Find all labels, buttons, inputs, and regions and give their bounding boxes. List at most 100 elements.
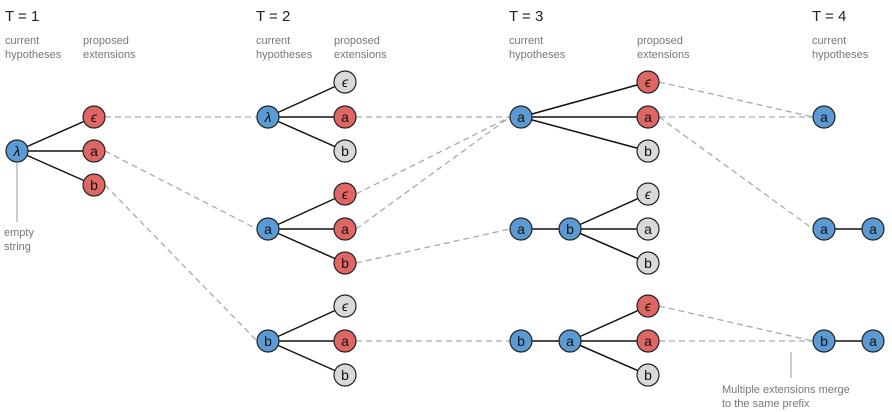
node-selected: ϵ — [636, 70, 660, 94]
step-title-t1: T = 1 — [5, 8, 40, 25]
dashed-link — [658, 305, 814, 342]
annotation-lines — [16, 163, 792, 378]
node-symbol: λ — [264, 109, 272, 125]
tree-edge — [520, 81, 649, 118]
node-symbol: a — [264, 221, 272, 237]
node-symbol: b — [264, 333, 272, 349]
node-symbol: b — [566, 221, 574, 237]
node-circle — [333, 139, 357, 163]
node-circle — [333, 363, 357, 387]
node-hypothesis: b — [558, 217, 582, 241]
node-symbol: ϵ — [645, 186, 652, 202]
node-circle — [558, 217, 582, 241]
node-circle — [812, 329, 836, 353]
node-symbol: b — [341, 367, 349, 383]
node-rejected: a — [636, 217, 660, 241]
node-symbol: b — [341, 255, 349, 271]
node-circle — [509, 105, 533, 129]
node-symbol: a — [341, 333, 349, 349]
node-hypothesis: λ — [256, 105, 280, 129]
dashed-link — [355, 116, 511, 230]
current-hypotheses-label-t4: current hypotheses — [812, 35, 869, 61]
node-circle — [5, 139, 29, 163]
node-selected: b — [82, 173, 106, 197]
tree-edge — [520, 116, 649, 152]
proposed-extensions-label-t2: proposed extensions — [334, 35, 387, 61]
node-circle — [333, 294, 357, 318]
node-symbol: a — [517, 221, 525, 237]
node-selected: ϵ — [82, 105, 106, 129]
node-circle — [636, 105, 660, 129]
node-circle — [558, 329, 582, 353]
node-hypothesis: a — [509, 105, 533, 129]
node-circle — [861, 217, 885, 241]
node-symbol: a — [517, 109, 525, 125]
node-selected: a — [333, 217, 357, 241]
node-circle — [861, 329, 885, 353]
tree-edge — [267, 228, 346, 264]
node-symbol: b — [644, 255, 652, 271]
current-hypotheses-label-t2: current hypotheses — [256, 35, 313, 61]
proposed-extensions-label-t1: proposed extensions — [83, 35, 136, 61]
dashed-link — [355, 228, 511, 264]
tree-edges — [16, 81, 873, 376]
node-hypothesis: a — [861, 217, 885, 241]
node-rejected: b — [636, 139, 660, 163]
step-title-t4: T = 4 — [812, 8, 847, 25]
node-symbol: b — [90, 177, 98, 193]
node-selected: a — [636, 105, 660, 129]
node-symbol: ϵ — [342, 74, 349, 90]
tree-edge — [267, 340, 346, 376]
node-circle — [636, 70, 660, 94]
proposed-extensions-label-t3: proposed extensions — [637, 35, 690, 61]
node-symbol: ϵ — [342, 186, 349, 202]
empty-string-note: empty string — [4, 227, 34, 253]
node-circle — [256, 217, 280, 241]
node-selected: ϵ — [636, 294, 660, 318]
node-symbol: ϵ — [342, 298, 349, 314]
node-hypothesis: b — [812, 329, 836, 353]
node-symbol: a — [341, 221, 349, 237]
tree-edge — [569, 193, 649, 230]
node-hypothesis: a — [256, 217, 280, 241]
node-symbol: a — [820, 221, 828, 237]
tree-edge — [267, 193, 346, 230]
node-circle — [812, 105, 836, 129]
tree-edge — [267, 81, 346, 118]
node-symbol: a — [644, 221, 652, 237]
node-rejected: ϵ — [636, 182, 660, 206]
node-rejected: b — [636, 251, 660, 275]
node-symbol: ϵ — [91, 109, 98, 125]
node-circle — [509, 217, 533, 241]
node-symbol: b — [644, 143, 652, 159]
tree-nodes: λ ϵ a b λ ϵ a b a ϵ a b b ϵ a b a ϵ a b a b ϵ a b b a ϵ a b a a a b a — [5, 70, 885, 387]
node-circle — [333, 105, 357, 129]
current-hypotheses-label-t3: current hypotheses — [509, 35, 566, 61]
node-symbol: a — [90, 143, 98, 159]
node-selected: ϵ — [333, 182, 357, 206]
node-symbol: b — [820, 333, 828, 349]
node-rejected: ϵ — [333, 70, 357, 94]
node-circle — [333, 251, 357, 275]
node-circle — [636, 363, 660, 387]
node-circle — [636, 329, 660, 353]
dashed-link — [658, 81, 814, 118]
node-selected: a — [636, 329, 660, 353]
node-circle — [82, 139, 106, 163]
node-hypothesis: a — [558, 329, 582, 353]
node-circle — [636, 139, 660, 163]
tree-edge — [569, 228, 649, 264]
node-selected: a — [333, 329, 357, 353]
node-symbol: b — [517, 333, 525, 349]
node-symbol: a — [644, 109, 652, 125]
node-selected: a — [333, 105, 357, 129]
merge-note: Multiple extensions merge to the same pr… — [722, 384, 850, 410]
node-hypothesis: b — [256, 329, 280, 353]
node-hypothesis: λ — [5, 139, 29, 163]
current-hypotheses-label-t1: current hypotheses — [5, 35, 62, 61]
node-symbol: a — [644, 333, 652, 349]
node-circle — [333, 217, 357, 241]
node-symbol: a — [341, 109, 349, 125]
tree-edge — [569, 305, 649, 342]
